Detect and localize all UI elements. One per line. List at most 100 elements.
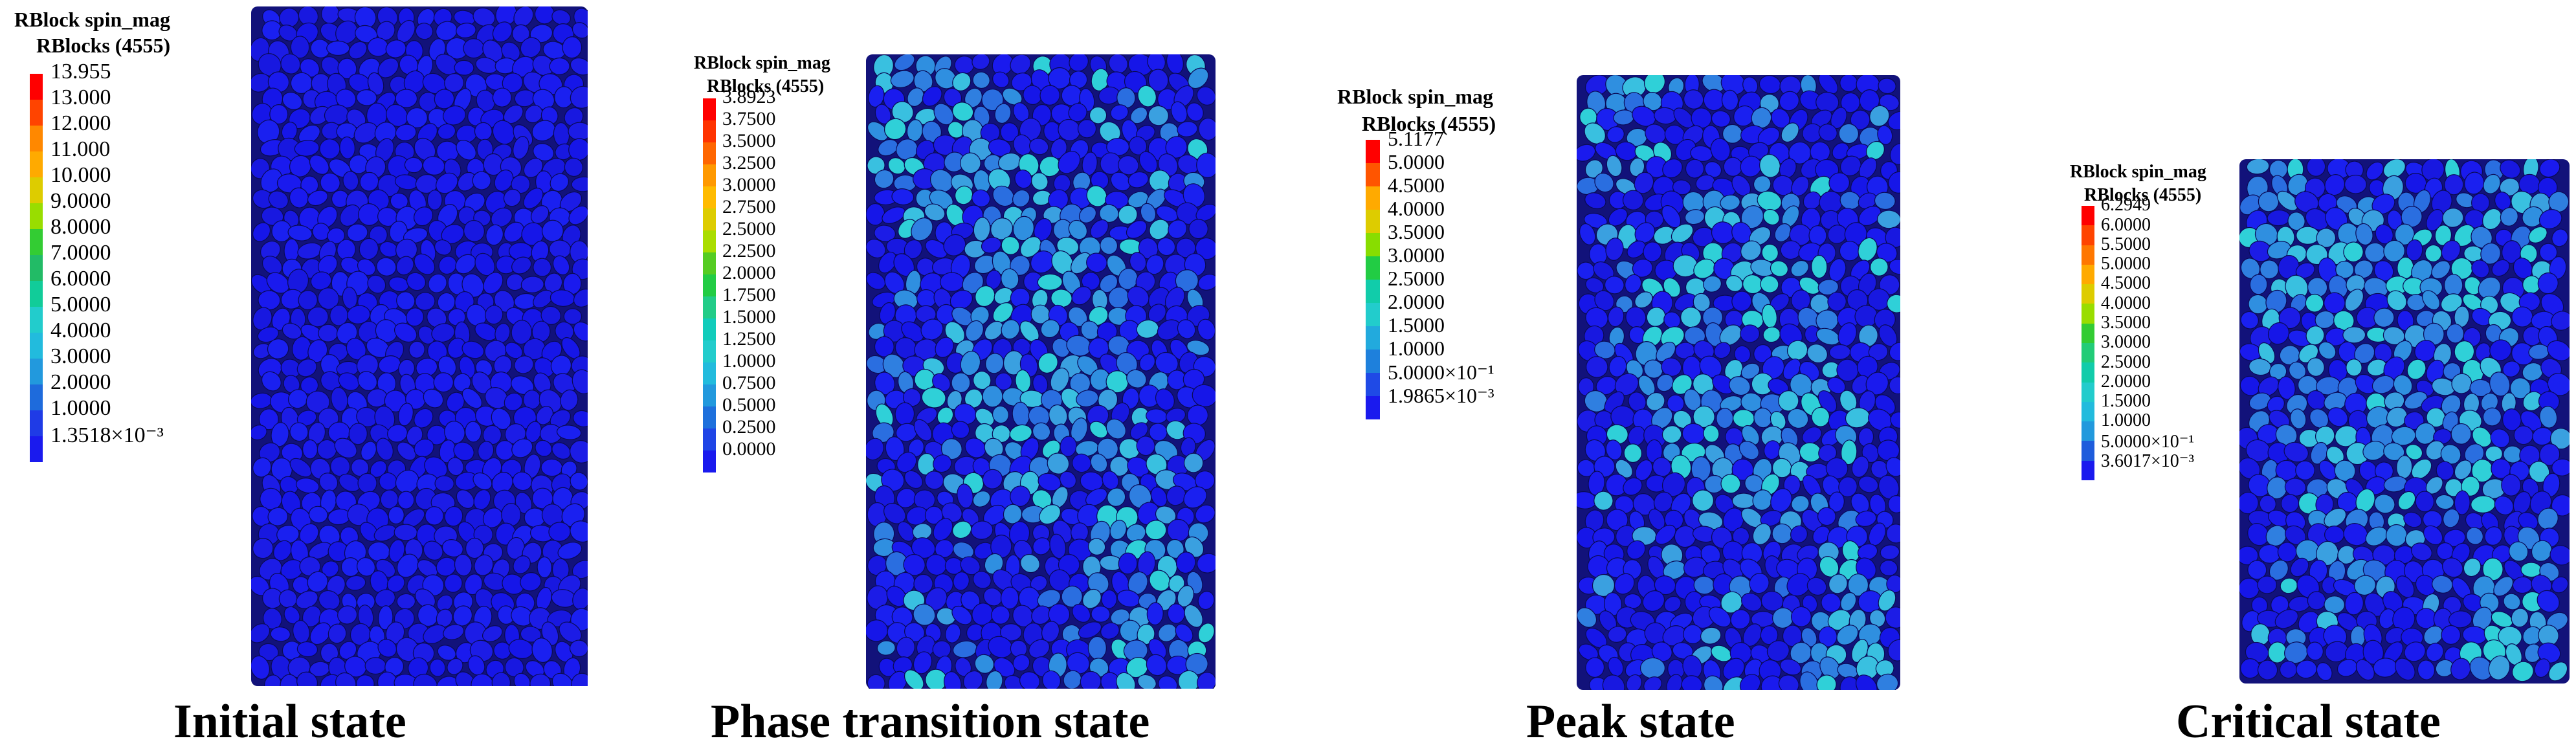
particle	[1116, 672, 1136, 689]
particle	[289, 187, 309, 208]
caption: Phase transition state	[711, 695, 1150, 748]
particle	[1770, 411, 1786, 430]
particle	[2434, 225, 2452, 246]
particle	[1708, 606, 1731, 628]
particle	[2426, 407, 2446, 428]
particle	[1030, 250, 1054, 274]
particle	[463, 38, 485, 59]
particle	[2383, 442, 2405, 461]
particle	[1197, 318, 1216, 340]
particle	[2274, 609, 2299, 629]
particle	[1198, 117, 1216, 141]
particle	[1100, 236, 1118, 255]
particle	[1762, 208, 1780, 226]
particle	[1584, 122, 1606, 144]
particle	[1086, 185, 1107, 207]
particle	[926, 554, 947, 576]
particle	[465, 421, 482, 443]
particle	[1129, 252, 1147, 272]
legend-value-label: 12.000	[50, 111, 111, 135]
legend-value-label: 4.0000	[2101, 293, 2151, 313]
legend-value-label: 13.955	[50, 60, 111, 83]
particle	[520, 276, 544, 293]
particle	[461, 388, 483, 409]
particle	[886, 586, 907, 607]
particle	[885, 436, 905, 461]
particle	[867, 674, 885, 689]
particle	[1085, 488, 1108, 506]
particle	[436, 21, 458, 41]
legend-color-segment	[703, 406, 716, 428]
particle	[406, 272, 427, 291]
particle	[991, 605, 1010, 625]
legend-color-segment	[30, 359, 43, 384]
specimen-critical	[2239, 159, 2570, 684]
particle	[2324, 507, 2347, 528]
particle	[2464, 276, 2482, 295]
legend-value-label: 13.000	[50, 85, 111, 109]
legend-value-label: 3.5000	[1388, 220, 1445, 244]
particle	[913, 651, 933, 674]
particle	[995, 372, 1013, 391]
particle	[1663, 311, 1681, 329]
particle	[2247, 560, 2267, 580]
particle	[1661, 425, 1682, 444]
particle	[564, 157, 583, 177]
particle	[359, 172, 379, 192]
particle	[1089, 106, 1107, 124]
particle	[1088, 337, 1109, 359]
particle	[316, 439, 337, 460]
particle	[1816, 674, 1837, 690]
particle	[953, 572, 970, 591]
particle	[2343, 241, 2364, 263]
legend-colorbar	[30, 74, 43, 462]
legend-value-label: 3.0000	[2101, 332, 2151, 353]
particle	[2248, 474, 2271, 497]
particle	[1729, 376, 1751, 396]
particle	[1828, 172, 1850, 194]
particle	[1086, 252, 1107, 273]
particle	[924, 203, 946, 221]
particle	[348, 423, 368, 445]
particle	[2395, 658, 2415, 681]
particle	[1108, 54, 1128, 74]
particle	[1655, 524, 1676, 545]
particle	[1001, 319, 1020, 340]
particle	[1110, 104, 1129, 121]
legend-value-label: 5.1177	[1388, 127, 1444, 151]
particle	[540, 458, 563, 477]
particle	[572, 560, 588, 579]
particle	[1855, 674, 1878, 690]
particle	[2267, 241, 2291, 260]
particle	[415, 292, 436, 311]
particle	[1887, 495, 1900, 513]
particle	[1072, 603, 1091, 623]
particle	[1196, 86, 1216, 106]
legend-value-label: 6.0000	[2101, 214, 2151, 235]
particle	[307, 190, 328, 206]
particle	[2426, 359, 2445, 383]
particle	[1048, 603, 1071, 626]
particle	[348, 41, 368, 60]
legend-color-segment	[30, 126, 43, 151]
particle	[1803, 191, 1821, 210]
particle	[2307, 357, 2325, 377]
particle	[1002, 87, 1023, 106]
particle	[474, 554, 494, 576]
legend-color-segment	[703, 230, 716, 252]
particle	[1628, 326, 1647, 344]
particle	[1660, 326, 1685, 348]
particle	[414, 253, 436, 275]
particle	[2426, 642, 2444, 662]
particle	[2431, 260, 2451, 280]
particle	[1836, 625, 1859, 645]
particle	[1579, 223, 1596, 245]
particle	[2450, 658, 2471, 680]
particle	[397, 441, 417, 461]
particle	[454, 60, 474, 76]
particle	[866, 272, 886, 290]
particle	[511, 175, 531, 194]
particle	[537, 556, 552, 579]
particle	[1868, 343, 1889, 361]
legend-color-segment	[30, 151, 43, 177]
